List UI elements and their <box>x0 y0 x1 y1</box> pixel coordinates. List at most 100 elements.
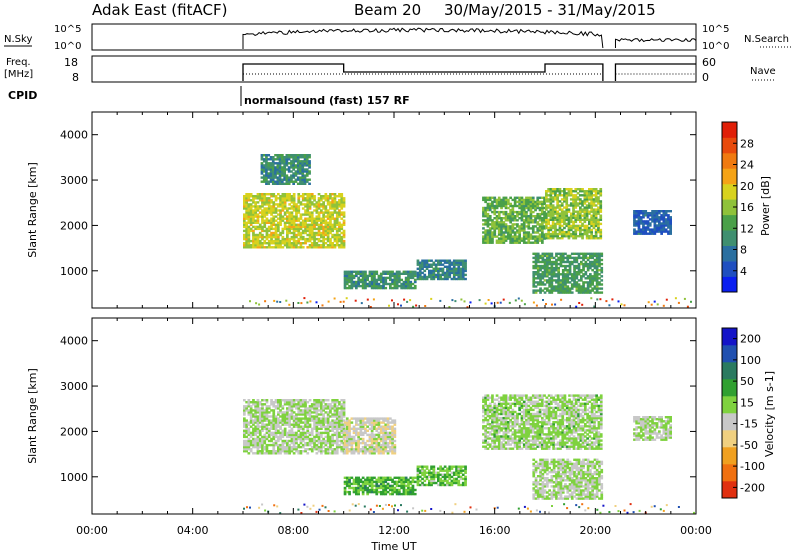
data-cell <box>335 413 339 416</box>
data-cell <box>393 445 397 449</box>
data-cell <box>283 237 287 241</box>
data-cell <box>283 166 286 169</box>
data-cell <box>585 206 589 209</box>
data-cell <box>301 213 305 216</box>
data-cell <box>600 262 604 266</box>
data-cell <box>370 435 374 439</box>
data-cell <box>310 242 314 245</box>
data-cell <box>561 256 565 260</box>
data-cell <box>290 176 293 179</box>
data-cell <box>308 227 312 231</box>
data-cell <box>599 188 603 191</box>
data-cell <box>599 235 603 238</box>
data-cell <box>582 269 585 272</box>
data-cell <box>590 214 593 217</box>
data-cell <box>639 228 643 231</box>
data-cell <box>317 405 321 408</box>
data-cell <box>572 194 575 197</box>
data-cell <box>355 421 358 424</box>
data-cell <box>658 228 661 231</box>
data-cell <box>430 259 433 262</box>
data-cell <box>600 279 604 282</box>
data-cell <box>304 213 307 216</box>
data-cell <box>416 467 420 470</box>
data-cell <box>274 170 277 173</box>
data-cell <box>589 273 592 276</box>
data-cell <box>368 480 372 484</box>
data-cell <box>295 242 298 245</box>
data-cell <box>568 277 572 280</box>
data-cell <box>245 197 248 200</box>
data-cell <box>263 433 267 437</box>
data-cell <box>286 239 289 243</box>
data-cell <box>281 217 285 220</box>
data-cell <box>529 210 533 214</box>
data-cell <box>560 230 564 234</box>
data-cell <box>315 237 319 241</box>
data-cell <box>288 193 291 196</box>
data-cell <box>265 211 269 214</box>
data-cell <box>400 478 403 481</box>
data-cell <box>287 158 291 161</box>
data-cell <box>283 411 287 414</box>
data-cell <box>304 419 307 422</box>
data-cell <box>333 441 337 445</box>
data-cell <box>361 427 365 430</box>
data-cell <box>359 274 363 278</box>
data-cell <box>265 164 268 167</box>
data-cell <box>338 419 341 422</box>
data-cell <box>306 213 310 216</box>
data-cell <box>295 417 298 420</box>
data-cell <box>355 482 358 486</box>
data-cell <box>527 239 531 242</box>
data-cell <box>488 196 492 199</box>
data-cell <box>597 222 600 226</box>
data-cell <box>252 452 255 455</box>
data-cell <box>539 275 542 278</box>
data-cell <box>509 202 512 206</box>
data-cell <box>256 403 260 406</box>
data-cell <box>345 419 349 422</box>
data-cell <box>543 227 546 230</box>
data-cell <box>538 196 542 199</box>
data-cell <box>290 407 294 410</box>
data-cell <box>274 154 277 157</box>
data-cell <box>315 439 319 443</box>
data-cell <box>277 443 280 447</box>
data-cell <box>664 218 668 221</box>
data-cell <box>527 225 531 228</box>
data-cell <box>446 259 449 262</box>
data-cell <box>338 225 341 229</box>
data-cell <box>313 407 316 410</box>
data-cell <box>425 261 429 264</box>
data-cell <box>375 439 379 443</box>
data-cell <box>276 300 279 303</box>
data-cell <box>532 277 536 280</box>
data-cell <box>265 176 268 179</box>
data-cell <box>569 212 573 215</box>
data-cell <box>402 286 406 290</box>
data-cell <box>593 287 597 290</box>
data-cell <box>292 166 295 169</box>
data-cell <box>274 209 278 212</box>
data-cell <box>538 227 542 230</box>
data-cell <box>592 208 596 211</box>
data-cell <box>543 206 546 210</box>
data-cell <box>509 227 512 230</box>
data-cell <box>243 244 246 247</box>
data-cell <box>550 283 554 286</box>
data-cell <box>310 219 314 222</box>
data-cell <box>254 209 257 212</box>
data-cell <box>306 203 310 206</box>
data-cell <box>277 419 280 422</box>
data-cell <box>294 164 298 167</box>
data-cell <box>577 287 581 290</box>
data-cell <box>391 480 394 484</box>
data-cell <box>272 201 276 204</box>
data-cell <box>563 196 566 199</box>
data-cell <box>421 483 424 487</box>
data-cell <box>509 241 512 244</box>
data-cell <box>538 235 542 238</box>
data-cell <box>593 258 597 262</box>
data-cell <box>283 225 287 229</box>
